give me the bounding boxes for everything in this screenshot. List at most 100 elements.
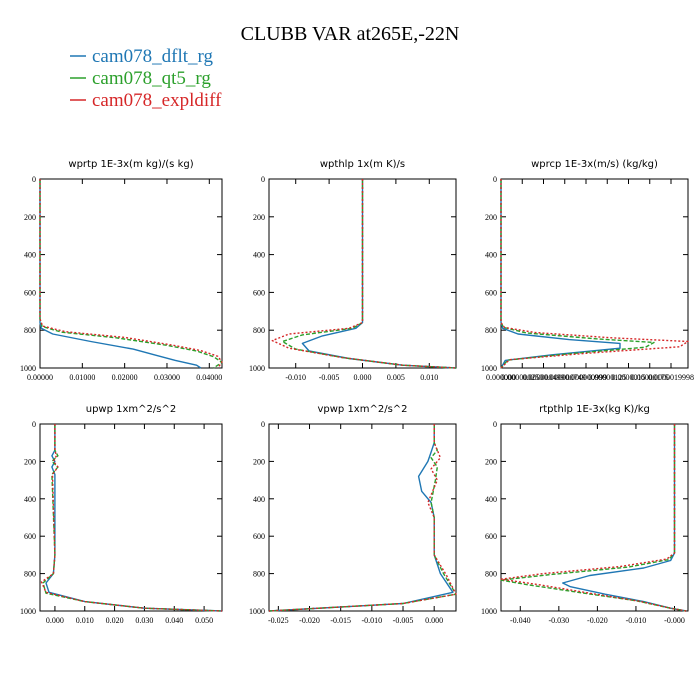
y-tick-label: 0: [493, 420, 497, 429]
x-tick-label: 0.000000250: [501, 373, 543, 382]
x-tick-label: -0.020: [587, 616, 608, 625]
x-tick-label: -0.010: [362, 616, 383, 625]
legend-label-qt5: cam078_qt5_rg: [92, 68, 211, 89]
panel-title: upwp 1xm^2/s^2: [86, 404, 176, 415]
x-tick-label: 0.000000499: [523, 373, 565, 382]
y-tick-label: 200: [485, 457, 497, 466]
x-tick-label: -0.000: [664, 616, 685, 625]
series-line-cam078_expldiff: [40, 424, 223, 612]
series-line-cam078_qt5_rg: [281, 179, 457, 369]
x-tick-label: 0.030: [135, 616, 153, 625]
series-line-cam078_qt5_rg: [42, 424, 223, 612]
x-tick-label: 0.010: [76, 616, 94, 625]
y-tick-label: 1000: [249, 364, 265, 373]
y-tick-label: 1000: [20, 364, 36, 373]
x-tick-label: 0.02000: [112, 373, 138, 382]
x-tick-label: 0.050: [195, 616, 213, 625]
series-line-cam078_qt5_rg: [268, 424, 457, 612]
y-tick-label: 0: [261, 420, 265, 429]
x-tick-label: 0.00000125: [588, 373, 626, 382]
y-tick-label: 400: [485, 251, 497, 260]
series-line-cam078_expldiff: [500, 179, 689, 369]
x-tick-label: -0.015: [330, 616, 351, 625]
x-tick-label: 0.00000: [27, 373, 53, 382]
series-line-cam078_qt5_rg: [39, 179, 223, 369]
series-line-cam078_dflt_rg: [562, 424, 687, 612]
series-line-cam078_expldiff: [500, 424, 687, 612]
panel-title: wpthlp 1x(m K)/s: [320, 159, 405, 170]
panel-5: vpwp 1xm^2/s^2 0 200 400 600 800 1000-0.025 -0.…: [249, 404, 457, 625]
series-line-cam078_dflt_rg: [268, 424, 454, 612]
y-tick-label: 400: [253, 495, 265, 504]
panel-frame: [268, 423, 457, 612]
y-tick-label: 800: [24, 326, 36, 335]
x-tick-label: -0.005: [393, 616, 414, 625]
legend: cam078_dflt_rg cam078_qt5_rg cam078_expl…: [70, 46, 222, 111]
y-tick-label: 200: [485, 213, 497, 222]
legend-item-dflt: cam078_dflt_rg: [70, 46, 214, 67]
y-tick-label: 0: [32, 420, 36, 429]
y-tick-label: 800: [253, 326, 265, 335]
y-tick-label: 600: [253, 288, 265, 297]
x-tick-label: 0.000000999: [565, 373, 607, 382]
figure-title: CLUBB VAR at265E,-22N: [241, 23, 460, 45]
x-tick-label: 0.005: [387, 373, 405, 382]
x-tick-label: 0.03000: [154, 373, 180, 382]
x-tick-label: -0.040: [510, 616, 531, 625]
x-tick-label: 0.000000749: [544, 373, 586, 382]
x-tick-label: 0.00000175: [631, 373, 669, 382]
x-tick-label: 0.01000: [69, 373, 95, 382]
y-tick-label: 1000: [249, 607, 265, 616]
y-tick-label: 1000: [481, 364, 497, 373]
y-tick-label: 800: [485, 326, 497, 335]
y-tick-label: 600: [485, 288, 497, 297]
panel-title: vpwp 1xm^2/s^2: [317, 404, 407, 415]
y-tick-label: 400: [24, 251, 36, 260]
x-tick-label: 0.000: [46, 616, 64, 625]
legend-item-qt5: cam078_qt5_rg: [70, 68, 211, 89]
legend-label-dflt: cam078_dflt_rg: [92, 46, 214, 67]
y-tick-label: 800: [485, 570, 497, 579]
x-tick-label: 0.020: [106, 616, 124, 625]
panel-3: wprcp 1E-3x(m/s) (kg/kg) 0 200 400 600 800 100…: [481, 159, 694, 382]
x-tick-label: 0.0000015: [612, 373, 646, 382]
series-line-cam078_dflt_rg: [301, 179, 457, 369]
series-line-cam078_dflt_rg: [45, 424, 223, 612]
series-line-cam078_dflt_rg: [39, 179, 202, 369]
panel-frame: [39, 423, 223, 612]
y-tick-label: 600: [24, 532, 36, 541]
legend-label-expldiff: cam078_expldiff: [92, 90, 222, 111]
panel-title: wprtp 1E-3x(m kg)/(s kg): [68, 159, 193, 170]
x-tick-label: -0.005: [319, 373, 340, 382]
panels: wprtp 1E-3x(m kg)/(s kg) 0 200 400 600 800 100…: [20, 159, 694, 625]
y-tick-label: 200: [24, 457, 36, 466]
y-tick-label: 1000: [20, 607, 36, 616]
panel-title: rtpthlp 1E-3x(kg K)/kg: [539, 404, 650, 415]
y-tick-label: 800: [253, 570, 265, 579]
y-tick-label: 0: [493, 175, 497, 184]
x-tick-label: -0.010: [626, 616, 647, 625]
y-tick-label: 600: [253, 532, 265, 541]
x-tick-label: 0.000000: [486, 373, 516, 382]
y-tick-label: 400: [253, 251, 265, 260]
panel-frame: [500, 423, 689, 612]
y-tick-label: 0: [261, 175, 265, 184]
x-tick-label: -0.025: [268, 616, 289, 625]
series-line-cam078_qt5_rg: [500, 424, 687, 612]
y-tick-label: 600: [485, 532, 497, 541]
y-tick-label: 1000: [481, 607, 497, 616]
series-line-cam078_expldiff: [271, 179, 457, 369]
x-tick-label: 0.04000: [196, 373, 222, 382]
x-tick-label: -0.010: [285, 373, 306, 382]
y-tick-label: 400: [485, 495, 497, 504]
x-tick-label: 0.040: [165, 616, 183, 625]
y-tick-label: 400: [24, 495, 36, 504]
series-line-cam078_expldiff: [268, 424, 457, 612]
x-tick-label: -0.030: [548, 616, 569, 625]
y-tick-label: 200: [253, 213, 265, 222]
y-tick-label: 800: [24, 570, 36, 579]
panel-1: wprtp 1E-3x(m kg)/(s kg) 0 200 400 600 800 100…: [20, 159, 223, 382]
y-tick-label: 0: [32, 175, 36, 184]
legend-item-expldiff: cam078_expldiff: [70, 90, 222, 111]
